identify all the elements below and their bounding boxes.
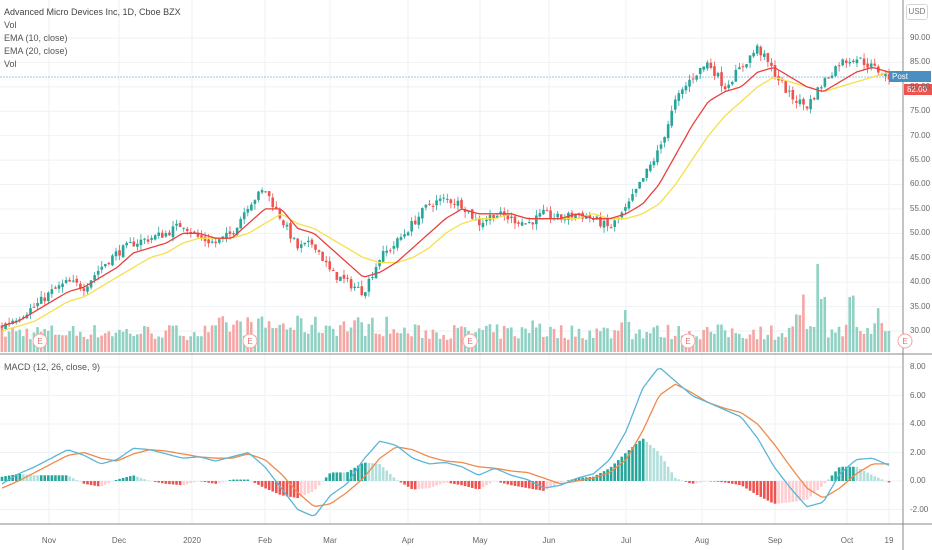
time-tick-label: Dec (111, 536, 127, 545)
price-tick-label: 60.00 (910, 179, 931, 189)
macd-tick-label: 2.00 (910, 447, 926, 457)
time-tick-label: 19 (884, 536, 894, 545)
macd-tick-label: 6.00 (910, 390, 926, 400)
time-tick-label: Jun (542, 536, 556, 545)
price-tick-label: 65.00 (910, 155, 931, 165)
time-tick-label: Oct (840, 536, 854, 545)
price-tick-label: 90.00 (910, 33, 931, 42)
macd-tick-label: 0.00 (910, 476, 926, 485)
price-tick-label: 80.00 (910, 81, 931, 91)
price-tick-label: 50.00 (910, 228, 931, 238)
symbol-title: Advanced Micro Devices Inc, 1D, Cboe BZX (4, 7, 181, 17)
legend-volume-2[interactable]: Vol (4, 59, 17, 69)
macd-tick-label: -2.00 (910, 504, 929, 514)
svg-text:E: E (247, 337, 252, 346)
macd-tick-label: 4.00 (910, 419, 926, 428)
earnings-marker-icon (32, 333, 48, 349)
main-legend: Advanced Micro Devices Inc, 1D, Cboe BZX… (4, 6, 181, 71)
price-tick-label: 75.00 (910, 106, 931, 116)
macd-legend[interactable]: MACD (12, 26, close, 9) (4, 362, 101, 372)
post-label: Post (892, 72, 909, 81)
time-tick-label: Jul (620, 536, 632, 545)
time-tick-label: Nov (41, 536, 57, 545)
earnings-marker-icon (680, 333, 696, 349)
last-price-tag: 82.00 (904, 84, 932, 95)
price-tick-label: 55.00 (910, 203, 931, 213)
time-tick-label: May (472, 536, 488, 545)
price-tick-label: 45.00 (910, 252, 931, 262)
earnings-marker-icon (242, 333, 258, 349)
legend-ema10[interactable]: EMA (10, close) (4, 33, 68, 43)
time-tick-label: Mar (323, 536, 337, 545)
earnings-marker-icon (897, 333, 913, 349)
legend-volume[interactable]: Vol (4, 20, 17, 30)
macd-tick-label: 8.00 (910, 362, 926, 371)
svg-text:E: E (467, 337, 472, 346)
time-tick-label: Sep (767, 536, 783, 545)
time-tick-label: 2020 (183, 536, 201, 545)
time-tick-label: Aug (694, 536, 710, 545)
price-tick-label: 70.00 (910, 130, 931, 140)
currency-button[interactable]: USD (906, 4, 928, 20)
svg-text:E: E (37, 337, 42, 346)
svg-text:E: E (902, 337, 907, 346)
legend-ema20[interactable]: EMA (20, close) (4, 46, 68, 56)
price-tick-label: 40.00 (910, 277, 931, 287)
price-tick-label: 35.00 (910, 301, 931, 311)
svg-text:E: E (685, 337, 690, 346)
time-tick-label: Apr (401, 536, 415, 545)
price-tick-label: 30.00 (910, 325, 931, 335)
time-tick-label: Feb (258, 536, 272, 545)
price-tick-label: 85.00 (910, 57, 931, 67)
earnings-marker-icon (462, 333, 478, 349)
